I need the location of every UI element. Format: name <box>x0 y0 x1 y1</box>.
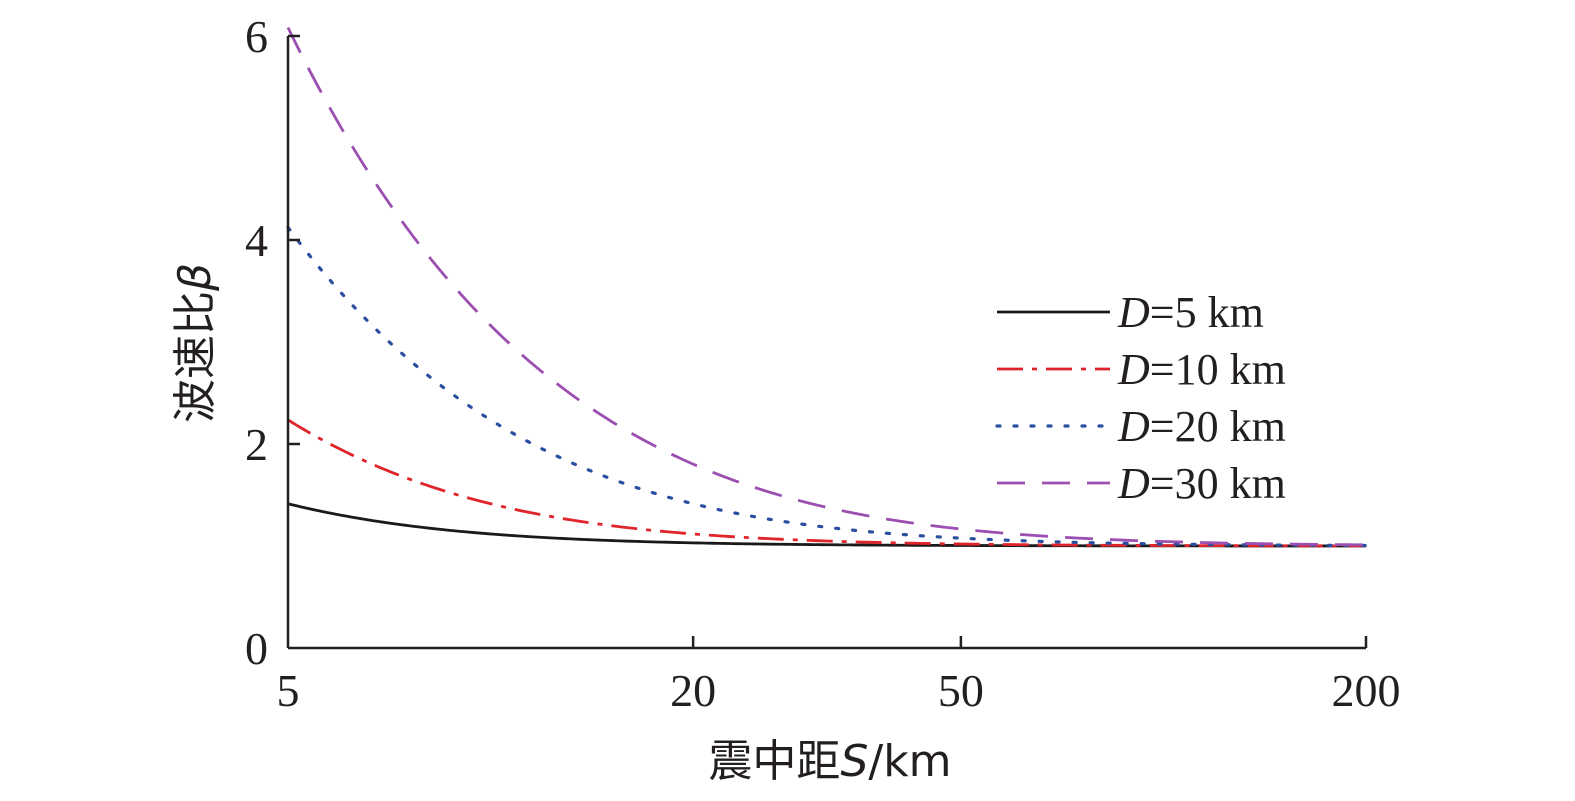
y-tick-label: 2 <box>245 419 268 470</box>
legend-label-d10: D=10 km <box>1117 345 1286 394</box>
y-tick-label: 0 <box>245 623 268 674</box>
y-axis-title: 波速比β <box>170 263 221 423</box>
x-tick-label: 50 <box>938 665 984 716</box>
plot-area <box>286 26 1368 548</box>
axes <box>286 36 1366 650</box>
x-tick-label: 200 <box>1332 665 1401 716</box>
legend-label-d20: D=20 km <box>1117 402 1286 451</box>
series-line-d30 <box>286 26 1367 547</box>
series-line-d10 <box>287 418 1366 548</box>
x-tick-label: 20 <box>670 665 716 716</box>
y-tick-label: 4 <box>245 215 268 266</box>
x-axis-title: 震中距S/km <box>708 736 951 787</box>
ticks: 5 20 50 200 0 2 4 6 <box>245 11 1401 716</box>
series-line-d20 <box>286 225 1368 548</box>
y-tick-label: 6 <box>245 11 268 62</box>
legend-label-d30: D=30 km <box>1117 459 1286 508</box>
legend: D=5 km D=10 km D=20 km D=30 km <box>995 288 1286 508</box>
x-tick-label: 5 <box>277 665 300 716</box>
legend-label-d5: D=5 km <box>1117 288 1264 337</box>
